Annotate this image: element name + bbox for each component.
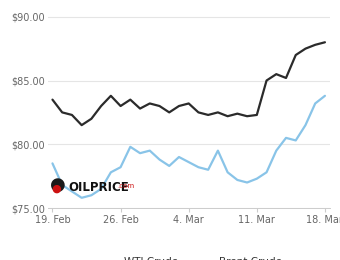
Text: ●: ● xyxy=(52,183,62,193)
Text: .com: .com xyxy=(117,183,134,189)
Legend: WTI Crude, Brent Crude: WTI Crude, Brent Crude xyxy=(96,257,282,260)
Text: ●: ● xyxy=(50,176,66,194)
Text: OILPRICE: OILPRICE xyxy=(68,181,129,194)
